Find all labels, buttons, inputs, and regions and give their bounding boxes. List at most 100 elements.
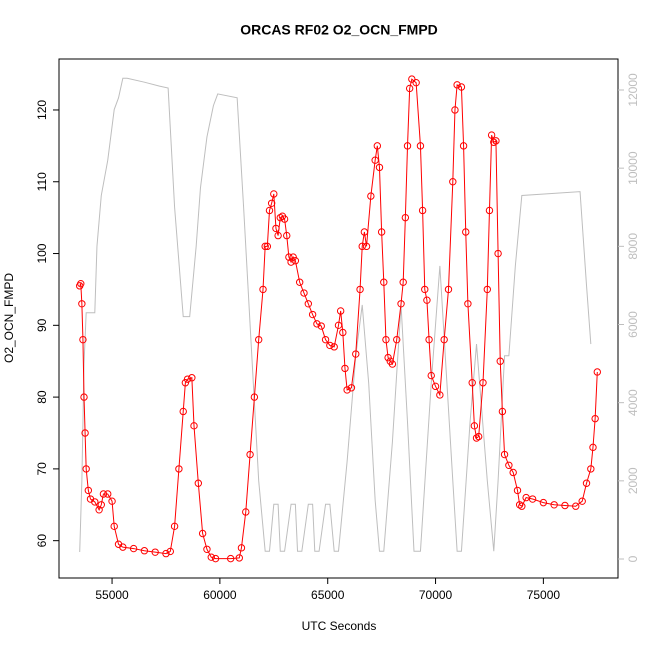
data-point bbox=[80, 393, 88, 401]
data-point bbox=[255, 335, 263, 344]
data-point bbox=[175, 465, 183, 473]
data-point bbox=[183, 375, 192, 383]
data-point bbox=[326, 341, 334, 350]
data-point bbox=[321, 335, 330, 344]
data-point bbox=[444, 285, 453, 294]
data-point bbox=[449, 178, 457, 186]
data-point bbox=[343, 386, 351, 394]
data-point bbox=[207, 553, 215, 561]
data-point bbox=[405, 84, 414, 93]
data-point bbox=[427, 371, 435, 380]
y2-tick-label: 2000 bbox=[626, 467, 640, 494]
data-point bbox=[188, 374, 196, 382]
data-point bbox=[287, 258, 295, 266]
data-point bbox=[285, 253, 293, 261]
data-point bbox=[462, 228, 470, 236]
data-point bbox=[300, 289, 308, 297]
data-point bbox=[276, 213, 284, 222]
data-point bbox=[399, 278, 407, 286]
data-point bbox=[91, 498, 99, 506]
data-point bbox=[367, 192, 375, 200]
data-point bbox=[496, 357, 504, 365]
data-point bbox=[140, 547, 149, 555]
data-point bbox=[267, 199, 276, 207]
data-point bbox=[582, 479, 591, 487]
plot-frame bbox=[58, 58, 619, 579]
y2-tick-label: 0 bbox=[626, 555, 640, 562]
data-point bbox=[77, 279, 85, 288]
x-axis-label: UTC Seconds bbox=[302, 619, 377, 633]
data-point bbox=[509, 468, 517, 477]
data-point bbox=[382, 335, 390, 344]
y2-tick-label: 12000 bbox=[626, 73, 640, 107]
data-point bbox=[436, 391, 444, 399]
data-point bbox=[587, 465, 595, 473]
data-point bbox=[459, 142, 468, 150]
y2-tick-label: 10000 bbox=[626, 151, 640, 185]
data-point bbox=[162, 549, 170, 558]
data-point bbox=[283, 231, 291, 240]
data-point bbox=[401, 213, 410, 222]
data-point bbox=[474, 432, 483, 441]
data-point bbox=[572, 502, 580, 510]
data-point bbox=[110, 522, 118, 531]
data-point bbox=[528, 495, 537, 503]
y-axis-label: O2_OCN_FMPD bbox=[2, 273, 16, 363]
data-point bbox=[263, 242, 272, 251]
data-point bbox=[336, 307, 345, 315]
data-point bbox=[375, 163, 384, 172]
data-point bbox=[373, 142, 382, 150]
data-point bbox=[304, 300, 313, 308]
data-point bbox=[151, 548, 159, 556]
y-tick-label: 120 bbox=[35, 100, 49, 120]
y-tick-label: 90 bbox=[35, 318, 49, 332]
x-tick-label: 70000 bbox=[419, 588, 453, 602]
data-point bbox=[347, 384, 356, 392]
data-point bbox=[104, 490, 112, 498]
data-point bbox=[259, 285, 267, 294]
data-point bbox=[235, 554, 243, 562]
y2-tick-label: 4000 bbox=[626, 389, 640, 416]
data-point bbox=[485, 206, 494, 215]
data-point bbox=[356, 285, 364, 294]
data-point bbox=[291, 257, 300, 265]
y-tick-label: 70 bbox=[35, 462, 49, 476]
data-point bbox=[421, 285, 429, 294]
data-point bbox=[334, 321, 343, 330]
data-point bbox=[464, 300, 472, 308]
y-tick-label: 80 bbox=[35, 390, 49, 404]
data-point bbox=[397, 300, 405, 308]
data-point bbox=[487, 131, 496, 139]
data-point bbox=[591, 414, 599, 423]
data-point bbox=[505, 461, 513, 469]
data-point bbox=[490, 138, 498, 146]
data-point bbox=[198, 529, 207, 538]
data-point bbox=[166, 547, 174, 556]
data-point bbox=[440, 335, 448, 344]
data-point bbox=[95, 506, 103, 514]
y-tick-label: 60 bbox=[35, 534, 49, 548]
data-point bbox=[330, 343, 338, 351]
data-point bbox=[418, 206, 427, 215]
data-point bbox=[360, 228, 369, 236]
data-point bbox=[272, 224, 280, 233]
data-point bbox=[190, 422, 198, 430]
data-point bbox=[593, 368, 601, 376]
data-point bbox=[81, 429, 89, 437]
data-point bbox=[119, 543, 127, 551]
data-point bbox=[468, 379, 476, 387]
data-point bbox=[384, 353, 392, 362]
altitude-line bbox=[79, 77, 592, 552]
data-line bbox=[79, 78, 598, 560]
data-point bbox=[451, 106, 459, 114]
data-point bbox=[479, 379, 487, 387]
data-point bbox=[403, 142, 412, 150]
data-point bbox=[265, 206, 274, 215]
data-point bbox=[295, 278, 304, 286]
data-point bbox=[99, 490, 108, 498]
x-tick-label: 55000 bbox=[95, 588, 129, 602]
data-point bbox=[492, 137, 500, 145]
data-point bbox=[498, 407, 507, 416]
